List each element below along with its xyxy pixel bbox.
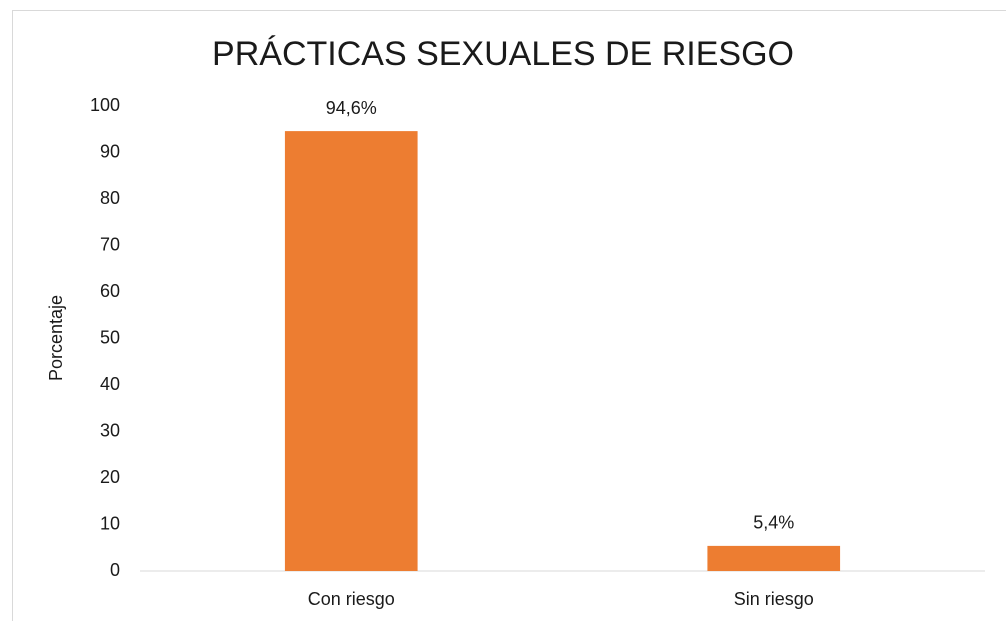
data-label: 5,4%: [753, 513, 794, 533]
data-label: 94,6%: [326, 98, 377, 118]
y-tick-label: 60: [100, 281, 120, 301]
y-tick-label: 10: [100, 513, 120, 533]
y-tick-label: 30: [100, 420, 120, 440]
y-tick-label: 50: [100, 327, 120, 347]
y-tick-label: 20: [100, 467, 120, 487]
y-tick-label: 80: [100, 188, 120, 208]
y-tick-label: 100: [90, 95, 120, 115]
chart-title: PRÁCTICAS SEXUALES DE RIESGO: [212, 35, 794, 73]
bar: [707, 545, 841, 571]
x-tick-label: Sin riesgo: [734, 589, 814, 609]
y-tick-label: 90: [100, 141, 120, 161]
chart-frame: [12, 10, 1006, 621]
y-tick-label: 0: [110, 560, 120, 580]
y-tick-label: 40: [100, 374, 120, 394]
x-tick-label: Con riesgo: [308, 589, 395, 609]
bar: [284, 131, 418, 572]
y-axis-label: Porcentaje: [46, 295, 66, 381]
y-tick-label: 70: [100, 234, 120, 254]
